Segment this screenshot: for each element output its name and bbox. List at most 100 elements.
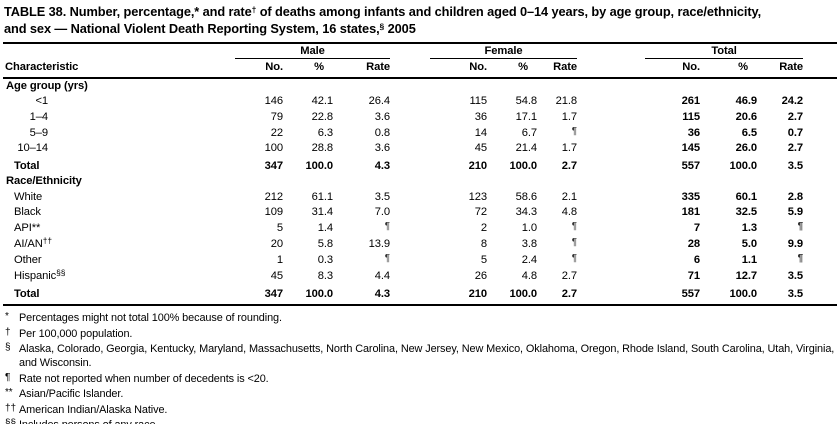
- rate-not-reported-symbol: ¶: [571, 221, 578, 232]
- footnote: §§Includes persons of any race.: [5, 417, 837, 424]
- row-pad: [803, 204, 837, 219]
- table-body: Age group (yrs) <1 146 42.1 26.4 115 54.8 21.8 2…: [3, 78, 838, 307]
- rate-not-reported-symbol: ¶: [797, 253, 804, 265]
- footnote: †† American Indian/Alaska Native.: [5, 402, 168, 416]
- cell-male-pct: 6.3: [317, 126, 333, 139]
- cell-male-rate: ¶: [333, 252, 390, 268]
- table-row: <1 146 42.1 26.4 115 54.8 21.8 261 46.9 24.2: [3, 94, 837, 109]
- cell-male-no: 347: [264, 160, 283, 173]
- row-label: 10–14: [17, 141, 48, 154]
- cell-female-no: 210: [390, 283, 487, 307]
- cell-female-no: 26: [474, 269, 487, 282]
- cell-male-no: 1: [276, 254, 283, 267]
- female-rate-header: Rate: [537, 59, 577, 79]
- group-header-pad: [803, 44, 837, 59]
- rate-not-reported-symbol: ¶: [797, 221, 804, 232]
- row-pad: [803, 252, 837, 268]
- cell-total-no: 557: [681, 160, 701, 173]
- group-header-row: Male Female Total: [3, 44, 837, 60]
- row-pad: [803, 236, 837, 252]
- cell-male-rate: 13.9: [368, 238, 390, 251]
- cell-female-rate: 1.7: [561, 141, 578, 154]
- cell-female-no: 8: [480, 238, 487, 251]
- column-header-pad: [803, 59, 838, 79]
- row-pad: [803, 156, 837, 174]
- cell-female-no: 210: [468, 160, 487, 173]
- total-no-header: No.: [577, 59, 700, 79]
- table-row: Black 109 31.4 7.0 72 34.3 4.8 181 32.5 5.9: [3, 204, 837, 219]
- cell-male-pct: 0.3: [317, 254, 333, 267]
- cell-female-no: 45: [474, 141, 487, 154]
- cell-male-no: 100: [264, 141, 283, 154]
- cell-total-pct: 100.0: [700, 283, 757, 307]
- cell-female-pct: 3.8: [521, 238, 537, 251]
- cell-male-rate: 0.8: [374, 126, 390, 139]
- cell-female-no: 72: [474, 205, 487, 218]
- cell-male-no: 20: [270, 238, 283, 251]
- cell-female-rate: ¶: [537, 124, 577, 140]
- cell-female-no: 36: [474, 110, 487, 123]
- footnote: § Alaska, Colorado, Georgia, Kentucky, Ma…: [5, 342, 835, 370]
- cell-total-pct: 1.1: [741, 254, 758, 267]
- cell-female-no: 2: [480, 222, 487, 234]
- footnote-marker: †: [5, 326, 11, 338]
- cell-total-pct: 26.0: [735, 141, 758, 154]
- cell-total-pct: 46.9: [735, 95, 758, 108]
- cell-total-no: 115: [682, 110, 701, 123]
- cell-total-no: 28: [687, 238, 701, 251]
- cell-female-rate: 2.1: [561, 190, 578, 203]
- cell-total-pct: 5.0: [741, 238, 758, 251]
- row-pad: [803, 268, 837, 283]
- rate-not-reported-symbol: ¶: [571, 237, 578, 249]
- cell-total-rate: 2.8: [787, 190, 804, 203]
- footnote-marker: §: [5, 342, 11, 354]
- cell-male-pct: 8.3: [317, 269, 333, 282]
- footnote-marker: ††: [5, 402, 16, 414]
- cell-total-no: 36: [687, 126, 701, 139]
- footnote: † Per 100,000 population.: [5, 326, 133, 340]
- cell-male-pct: 28.8: [311, 141, 333, 154]
- footnote-marker: *: [5, 311, 9, 323]
- table-row: AI/AN†† 20 5.8 13.9 8 3.8 ¶ 28 5.0 9.9: [3, 236, 837, 252]
- cell-male-pct: 31.4: [311, 205, 333, 218]
- cell-female-pct: 100.0: [487, 283, 537, 307]
- cell-total-pct: 12.7: [735, 269, 758, 282]
- table-row: API** 5 1.4 ¶ 2 1.0 ¶ 7 1.3 ¶: [3, 220, 837, 236]
- cell-female-pct: 2.4: [521, 254, 537, 267]
- cell-total-rate: 0.7: [787, 126, 804, 139]
- male-rate-header: Rate: [333, 59, 390, 79]
- cell-male-no: 212: [264, 190, 283, 203]
- cell-female-no: 5: [480, 254, 487, 267]
- group-header-male-cell: Male: [218, 44, 390, 60]
- group-header-spacer: [3, 44, 218, 59]
- cell-total-pct: 100.0: [729, 160, 758, 173]
- cell-total-no: 6: [693, 254, 701, 267]
- footnote-marker: §§: [5, 418, 16, 424]
- table-row: Total 347 100.0 4.3 210 100.0 2.7 557 100.0 3.5: [3, 283, 838, 307]
- row-label: <1: [35, 95, 48, 108]
- cell-female-rate: ¶: [537, 252, 577, 268]
- group-header-female-cell: Female: [390, 44, 578, 60]
- cell-male-no: 22: [270, 126, 283, 139]
- cell-total-pct: 6.5: [741, 126, 758, 139]
- table-row: Hispanic§§ 45 8.3 4.4 26 4.8 2.7 71 12.7 3.5: [3, 268, 837, 283]
- row-pad: [803, 189, 837, 204]
- group-header-female: Female: [430, 45, 578, 60]
- cell-total-rate: 5.9: [787, 205, 804, 218]
- cell-female-rate: ¶: [537, 220, 577, 236]
- cell-male-no: 45: [270, 269, 283, 282]
- cell-total-no: 145: [681, 141, 701, 154]
- cell-total-no: 7: [693, 222, 701, 234]
- cell-female-rate: 2.7: [537, 283, 577, 307]
- cell-male-no: 5: [276, 222, 283, 234]
- title-line: and sex — National Violent Death Reporti…: [4, 20, 416, 36]
- rate-not-reported-symbol: ¶: [571, 125, 578, 137]
- footnote: ** Asian/Pacific Islander.: [5, 387, 124, 401]
- title-line: TABLE 38. Number, percentage,* and rate†…: [4, 4, 762, 19]
- row-label: Hispanic§§: [14, 267, 66, 282]
- footnotes: * Percentages might not total 100% becaus…: [3, 306, 837, 424]
- row-label: AI/AN††: [14, 235, 52, 251]
- row-label: Total: [14, 160, 40, 173]
- cell-total-pct: 60.1: [735, 190, 758, 203]
- cell-female-pct: 17.1: [515, 110, 537, 123]
